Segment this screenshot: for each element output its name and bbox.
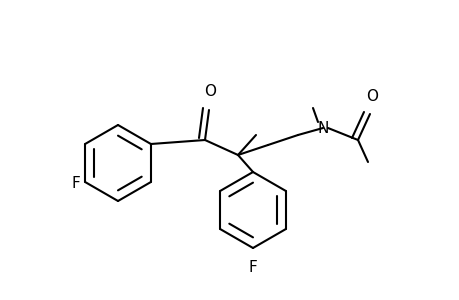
Text: N: N — [317, 121, 328, 136]
Text: F: F — [71, 176, 80, 191]
Text: F: F — [248, 260, 257, 275]
Text: O: O — [203, 84, 216, 99]
Text: O: O — [365, 89, 377, 104]
